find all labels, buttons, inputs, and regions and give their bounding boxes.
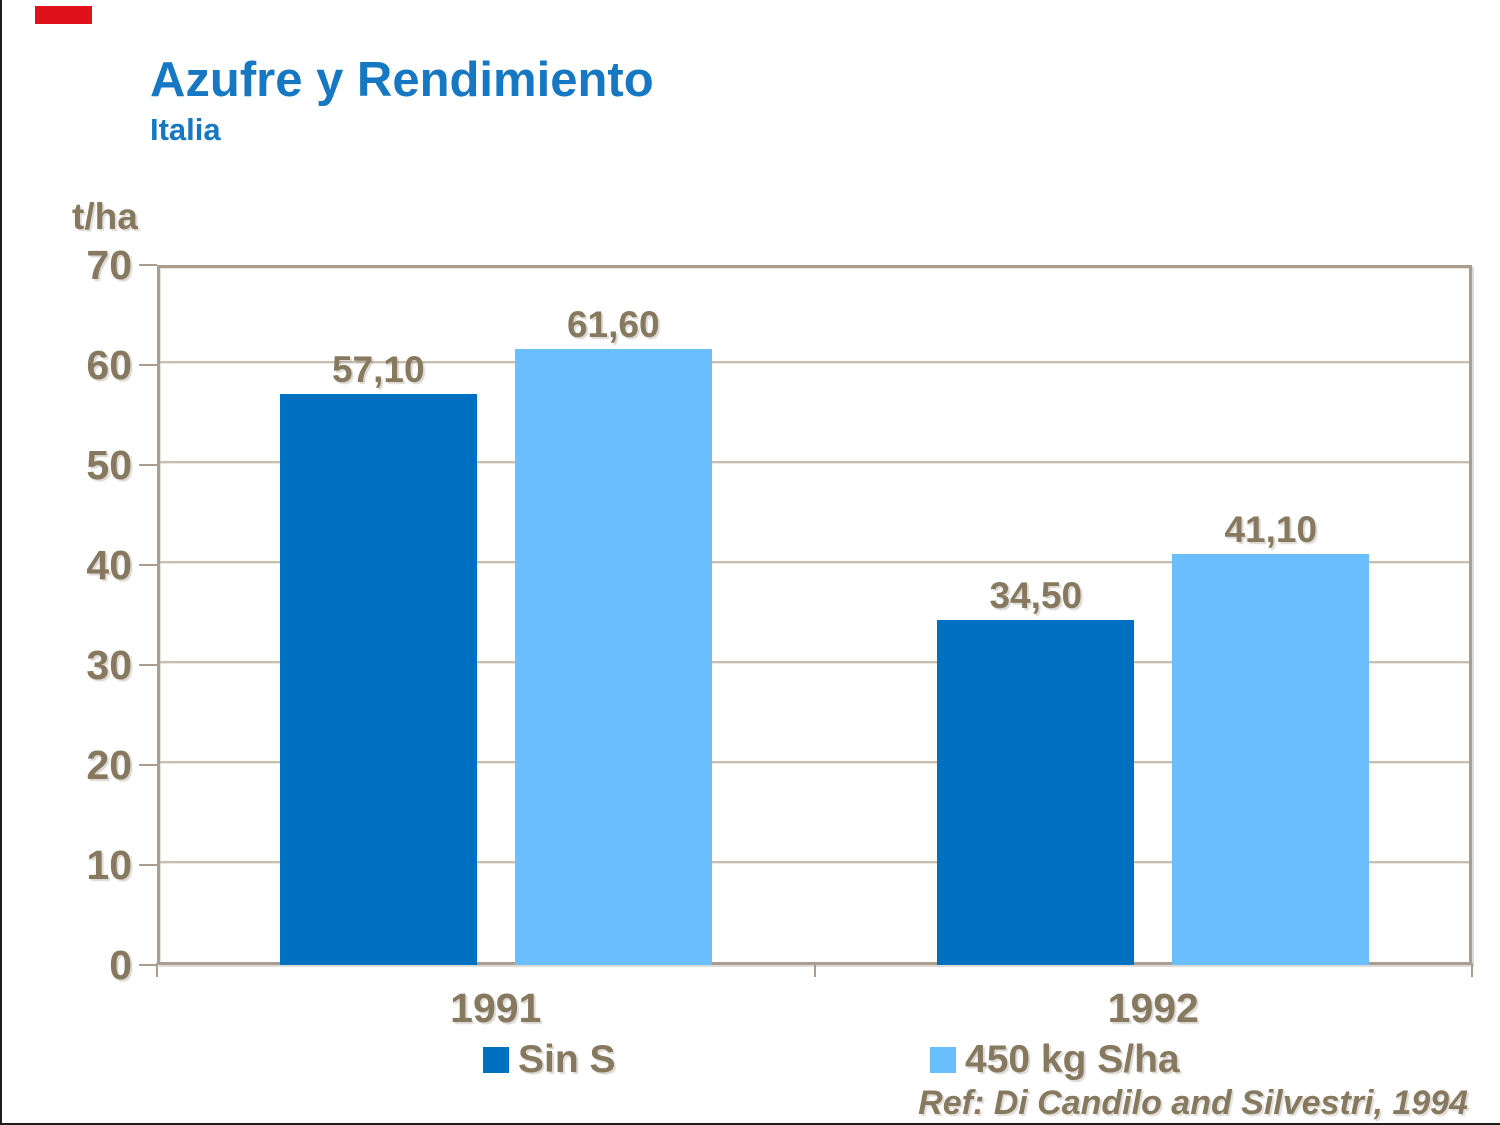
legend-label-sin-s: Sin S xyxy=(518,1038,616,1081)
gridline xyxy=(160,661,1469,663)
gridline xyxy=(160,861,1469,863)
gridline xyxy=(160,461,1469,463)
y-axis-tick-label: 10 xyxy=(86,842,132,888)
bar-value-label: 57,10 xyxy=(331,349,425,390)
bar-sin-s-1992 xyxy=(937,620,1135,965)
bar-450-kg-s-ha-1992 xyxy=(1172,554,1370,965)
x-axis-tick xyxy=(156,963,158,977)
y-axis-tick-label: 0 xyxy=(109,942,132,988)
y-axis-tick xyxy=(139,864,157,866)
y-axis-tick-label: 20 xyxy=(86,742,132,788)
gridline xyxy=(160,361,1469,363)
x-axis-tick xyxy=(1471,963,1473,977)
page-title: Azufre y Rendimiento xyxy=(150,53,654,107)
bar-value-label: 41,10 xyxy=(1224,509,1318,550)
gridline xyxy=(160,761,1469,763)
legend-label-450kg: 450 kg S/ha xyxy=(965,1038,1180,1081)
x-axis-tick xyxy=(813,963,816,977)
y-axis-tick xyxy=(139,264,157,266)
y-axis-tick-label: 40 xyxy=(86,542,132,588)
y-axis-tick-label: 70 xyxy=(86,242,132,288)
y-axis-unit-label: t/ha xyxy=(72,196,138,237)
page-subtitle: Italia xyxy=(150,112,221,147)
reference-citation: Ref: Di Candilo and Silvestri, 1994 xyxy=(918,1084,1468,1122)
gridline xyxy=(160,561,1469,563)
y-axis-tick xyxy=(139,664,157,666)
y-axis-tick xyxy=(139,764,157,766)
bar-value-label: 34,50 xyxy=(989,575,1083,616)
y-axis-tick xyxy=(139,364,157,366)
y-axis-tick-label: 60 xyxy=(86,342,132,388)
bar-value-label: 61,60 xyxy=(566,304,660,345)
y-axis-tick-label: 30 xyxy=(86,642,132,688)
legend-item-sin-s: Sin S xyxy=(483,1040,616,1079)
x-axis-category-label: 1992 xyxy=(1107,985,1199,1031)
legend-item-450kg: 450 kg S/ha xyxy=(930,1040,1180,1079)
bar-450-kg-s-ha-1991 xyxy=(514,349,712,965)
y-axis-tick xyxy=(139,464,157,466)
x-axis-category-label: 1991 xyxy=(450,985,542,1031)
legend-swatch-450kg xyxy=(930,1046,956,1073)
bottom-edge-line xyxy=(0,1123,1500,1125)
legend-swatch-sin-s xyxy=(483,1046,509,1073)
y-axis-tick xyxy=(139,964,157,966)
red-accent-mark xyxy=(35,6,92,24)
left-edge-line xyxy=(0,0,2,1125)
y-axis-tick-label: 50 xyxy=(86,442,132,488)
bar-sin-s-1991 xyxy=(279,394,477,965)
y-axis-tick xyxy=(139,564,157,566)
